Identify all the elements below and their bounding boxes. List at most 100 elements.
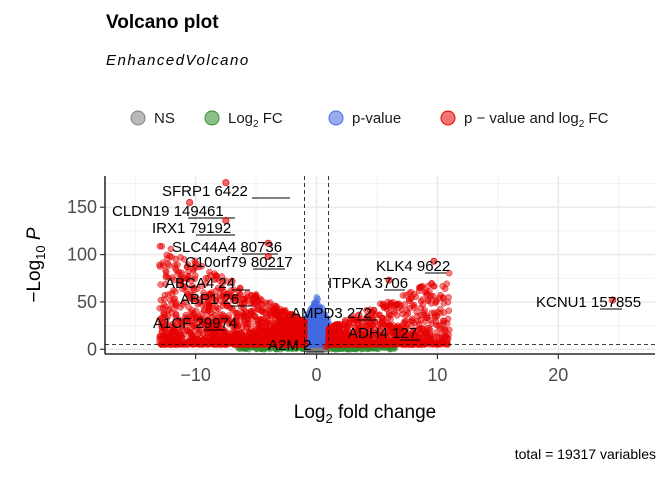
point-both-2070 <box>162 267 169 274</box>
point-both-2330 <box>212 275 220 282</box>
point-both-2329 <box>161 291 169 299</box>
y-axis-title: −Log10 P <box>24 227 48 303</box>
labeled-point-4 <box>264 252 272 260</box>
point-both-2270 <box>157 296 165 304</box>
point-both-2266 <box>366 306 374 313</box>
point-both-438 <box>183 263 191 271</box>
point-pvalue-345 <box>312 322 319 330</box>
gene-label-10: AMPD3 272 <box>291 305 372 322</box>
gene-label-2: IRX1 79192 <box>152 220 231 237</box>
point-both-1812 <box>376 311 383 319</box>
point-both-2268 <box>428 320 436 327</box>
point-both-2092 <box>256 321 264 329</box>
gene-label-9: KCNU1 157855 <box>536 294 641 311</box>
point-both-2375 <box>300 336 307 344</box>
point-both-2386 <box>341 333 349 341</box>
point-both-1828 <box>258 296 265 304</box>
point-both-2148 <box>369 332 376 339</box>
points-both <box>156 242 453 348</box>
labeled-point-9 <box>609 296 617 304</box>
point-both-1657 <box>444 335 452 342</box>
point-both-1841 <box>440 339 447 346</box>
legend: NS Log2 FC p-value p − value and log2 FC <box>130 110 609 130</box>
caption: total = 19317 variables <box>514 446 656 462</box>
point-both-2328 <box>172 314 180 321</box>
point-both-2175 <box>182 314 189 321</box>
point-both-1751 <box>178 323 186 330</box>
chart-title: Volcano plot <box>106 12 219 33</box>
point-both-1847 <box>262 306 270 313</box>
point-both-2214 <box>207 340 215 347</box>
point-both-1626 <box>220 299 228 307</box>
point-both-2054 <box>172 300 179 308</box>
point-both-2379 <box>410 340 417 348</box>
point-both-1538 <box>174 261 181 268</box>
point-both-1920 <box>165 306 173 313</box>
point-both-2227 <box>442 326 449 334</box>
point-both-1860 <box>407 295 415 303</box>
point-both-1895 <box>408 315 416 323</box>
point-both-2146 <box>380 337 388 345</box>
labeled-point-3 <box>264 239 272 247</box>
y-tick-label-1: 50 <box>77 292 97 312</box>
point-pvalue-371 <box>316 329 323 336</box>
gene-label-13: A2M 2 <box>268 337 311 354</box>
point-both-1978 <box>170 328 178 335</box>
gene-label-7: ABCA4 24 <box>165 275 235 292</box>
x-tick-label-1: 0 <box>312 365 322 385</box>
point-both-2154 <box>203 294 210 301</box>
point-both-642 <box>169 274 176 281</box>
point-both-2194 <box>434 308 441 316</box>
chart-subtitle: EnhancedVolcano <box>106 52 250 69</box>
y-tick-label-3: 150 <box>67 197 97 217</box>
point-both-2072 <box>177 278 184 286</box>
point-both-1972 <box>193 285 201 293</box>
labeled-point-2 <box>222 217 230 225</box>
legend-key-3 <box>440 110 456 126</box>
point-both-1150 <box>399 292 407 299</box>
point-both-2392 <box>329 336 337 344</box>
point-both-2390 <box>186 335 194 343</box>
point-both-2351 <box>409 302 416 309</box>
point-both-1832 <box>185 303 192 311</box>
point-both-2387 <box>300 323 308 331</box>
point-both-2398 <box>382 322 390 329</box>
labeled-point-5 <box>430 257 438 265</box>
point-both-1455 <box>445 294 452 301</box>
point-both-2323 <box>396 304 403 312</box>
x-tick-label-0: −10 <box>180 365 211 385</box>
point-pvalue-369 <box>312 299 319 306</box>
point-both-1826 <box>203 316 211 324</box>
legend-label-0: NS <box>154 110 175 127</box>
point-both-1924 <box>173 267 180 274</box>
labeled-point-8 <box>222 293 230 301</box>
point-both-1922 <box>170 287 177 294</box>
point-both-2285 <box>160 331 168 339</box>
point-both-2359 <box>217 337 224 345</box>
point-both-2124 <box>258 334 265 341</box>
point-both-1325 <box>167 245 175 253</box>
point-both-2211 <box>212 287 220 295</box>
point-both-2320 <box>174 332 182 340</box>
point-both-2316 <box>413 326 420 334</box>
point-both-1037 <box>441 285 449 292</box>
point-both-2378 <box>283 333 290 340</box>
legend-label-2: p-value <box>352 110 401 127</box>
point-both-2346 <box>170 320 177 327</box>
point-both-2269 <box>445 307 453 314</box>
point-both-1555 <box>159 259 167 266</box>
legend-label-1: Log2 FC <box>228 110 283 130</box>
y-tick-label-0: 0 <box>87 339 97 359</box>
point-both-369 <box>393 312 401 319</box>
point-both-2303 <box>206 324 214 332</box>
point-both-2347 <box>400 340 408 348</box>
point-both-2159 <box>254 306 262 313</box>
point-both-2307 <box>398 322 406 329</box>
legend-key-1 <box>204 110 220 126</box>
point-both-2399 <box>275 338 283 346</box>
x-tick-label-2: 10 <box>427 365 447 385</box>
point-both-2101 <box>161 311 169 319</box>
gene-label-11: A1CF 29974 <box>153 315 237 332</box>
point-both-566 <box>158 243 166 250</box>
